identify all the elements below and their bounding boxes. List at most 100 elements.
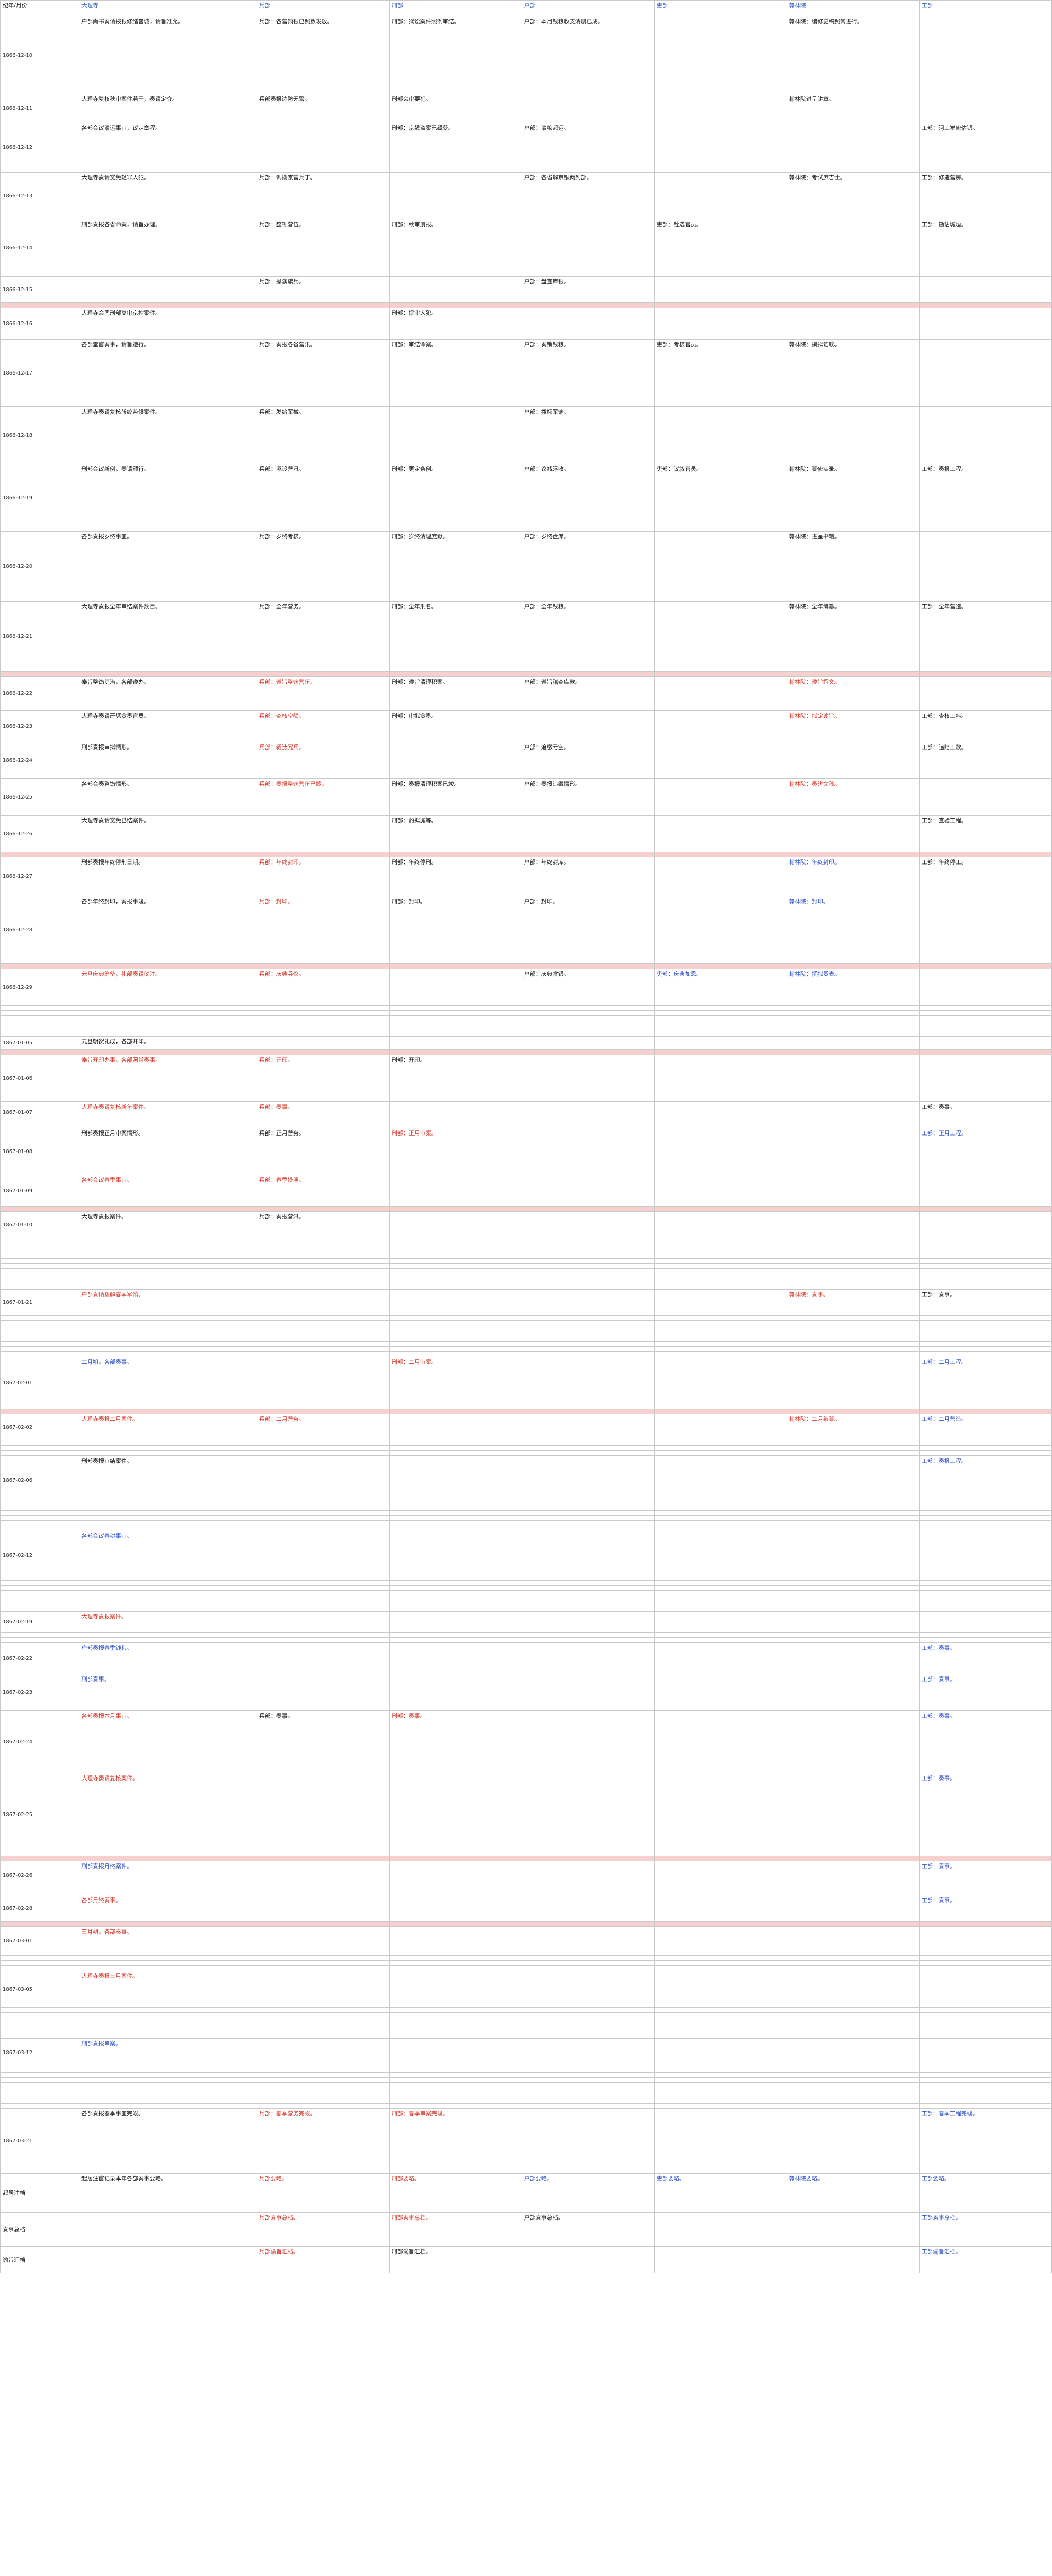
spacer-row	[0, 1606, 1052, 1612]
spacer-cell	[919, 1505, 1052, 1511]
memorial-cell: 刑部：二月审案。	[389, 1357, 522, 1409]
row-date: 1866-12-23	[0, 710, 79, 742]
memorial-cell: 兵部：发给军械。	[256, 406, 390, 464]
header-dept-libu: 吏部	[654, 0, 787, 16]
memorial-cell	[521, 1455, 655, 1505]
memorial-cell	[919, 1926, 1052, 1956]
memorial-cell: 二月朔，各部奏事。	[78, 1357, 257, 1409]
memorial-cell: 户部：全年钱粮。	[521, 601, 655, 672]
spacer-cell	[78, 1515, 257, 1521]
spacer-row	[0, 1031, 1052, 1037]
spacer-cell	[78, 1336, 257, 1342]
spacer-cell	[919, 1015, 1052, 1021]
spacer-cell	[389, 1284, 522, 1290]
spacer-cell	[919, 1856, 1052, 1861]
spacer-row	[0, 2077, 1052, 2083]
spacer-cell	[919, 1331, 1052, 1336]
spacer-cell	[654, 1243, 787, 1248]
memorial-cell	[786, 219, 920, 277]
spacer-row	[0, 1960, 1052, 1966]
spacer-cell	[0, 1238, 79, 1243]
spacer-cell	[919, 1336, 1052, 1342]
memorial-cell	[919, 1175, 1052, 1207]
spacer-cell	[389, 1049, 522, 1055]
table-row: 1867-02-22 户部奏报春季钱粮。 工部：奏事。	[0, 1642, 1052, 1674]
spacer-cell	[78, 2077, 257, 2083]
spacer-cell	[389, 1921, 522, 1927]
memorial-cell	[389, 1642, 522, 1674]
spacer-cell	[78, 852, 257, 857]
spacer-cell	[0, 1580, 79, 1586]
spacer-cell	[78, 1258, 257, 1264]
spacer-cell	[256, 2103, 390, 2109]
spacer-cell	[78, 1320, 257, 1326]
spacer-cell	[521, 1336, 655, 1342]
spacer-cell	[78, 1637, 257, 1643]
spacer-cell	[786, 1263, 920, 1269]
spacer-cell	[78, 1248, 257, 1253]
spacer-cell	[389, 2093, 522, 2098]
table-row: 1866-12-29 元旦庆典筹备，礼部奏请仪注。 兵部：庆典兵仪。 户部：庆典赏银。…	[0, 969, 1052, 1006]
spacer-cell	[786, 2093, 920, 2098]
memorial-cell	[654, 172, 787, 219]
memorial-cell	[389, 1036, 522, 1050]
spacer-cell	[0, 2023, 79, 2028]
memorial-cell	[919, 1036, 1052, 1050]
memorial-cell: 户部：庆典赏银。	[521, 969, 655, 1006]
memorial-cell	[521, 2108, 655, 2174]
memorial-cell: 兵部：奏事。	[256, 1101, 390, 1123]
spacer-cell	[654, 1890, 787, 1895]
memorial-cell: 工部：奏事。	[919, 1895, 1052, 1922]
spacer-cell	[256, 1026, 390, 1031]
memorial-cell: 大理寺奏请复核斩绞监候案件。	[78, 406, 257, 464]
spacer-cell	[0, 2103, 79, 2109]
memorial-cell	[256, 1674, 390, 1711]
spacer-cell	[786, 1450, 920, 1456]
table-row: 1867-02-24 各部奏报本月事宜。 兵部：奏事。 刑部：奏事。 工部：奏事。	[0, 1710, 1052, 1773]
spacer-cell	[654, 963, 787, 969]
spacer-cell	[654, 1021, 787, 1026]
spacer-cell	[521, 1315, 655, 1321]
spacer-cell	[521, 1505, 655, 1511]
table-row: 1867-02-19 大理寺奏报案件。	[0, 1611, 1052, 1633]
footer-label: 谕旨汇档	[0, 2246, 79, 2273]
spacer-cell	[521, 1031, 655, 1037]
memorial-cell: 大理寺会同刑部复审京控案件。	[78, 308, 257, 340]
spacer-cell	[0, 2093, 79, 2098]
memorial-cell: 大理寺奏请宽免轻罪人犯。	[78, 172, 257, 219]
spacer-row	[0, 1263, 1052, 1269]
table-row: 1866-12-27 刑部奏报年终停刑日期。 兵部：年终封印。 刑部：年终停刑。 户部：…	[0, 857, 1052, 896]
memorial-cell	[654, 16, 787, 94]
footer-label: 奏事总档	[0, 2212, 79, 2247]
spacer-cell	[256, 1341, 390, 1347]
spacer-cell	[786, 1315, 920, 1321]
memorial-cell	[389, 172, 522, 219]
memorial-cell: 翰林院进呈讲章。	[786, 94, 920, 123]
memorial-cell	[256, 1611, 390, 1633]
spacer-cell	[256, 2082, 390, 2088]
table-row: 1866-12-17 各部堂官奏事，请旨遵行。 兵部：奏报各省营汛。 刑部：审结命案。…	[0, 339, 1052, 407]
row-date: 1866-12-25	[0, 778, 79, 816]
spacer-cell	[654, 2023, 787, 2028]
spacer-cell	[78, 1279, 257, 1284]
spacer-row	[0, 1049, 1052, 1055]
spacer-cell	[0, 2098, 79, 2104]
memorial-cell: 兵部：添设营汛。	[256, 464, 390, 532]
spacer-cell	[521, 1015, 655, 1021]
table-row: 1867-01-06 奉旨开印办事，各部照常奏事。 兵部：开印。 刑部：开印。	[0, 1055, 1052, 1102]
memorial-cell: 兵部：查核空额。	[256, 710, 390, 742]
spacer-cell	[786, 2098, 920, 2104]
spacer-cell	[786, 1031, 920, 1037]
memorial-cell: 吏部：考核官员。	[654, 339, 787, 407]
table-row: 1867-03-12 刑部奏报审案。	[0, 2038, 1052, 2067]
memorial-cell: 刑部会审要犯。	[389, 94, 522, 123]
spacer-cell	[919, 1585, 1052, 1591]
spacer-cell	[0, 1856, 79, 1861]
spacer-cell	[389, 2088, 522, 2093]
spacer-row	[0, 1026, 1052, 1031]
row-date: 1866-12-24	[0, 742, 79, 779]
table-row: 1866-12-13 大理寺奏请宽免轻罪人犯。 兵部：调拨京营兵丁。 户部：各省解京银…	[0, 172, 1052, 219]
spacer-cell	[654, 1505, 787, 1511]
spacer-cell	[521, 2077, 655, 2083]
spacer-cell	[919, 2028, 1052, 2033]
